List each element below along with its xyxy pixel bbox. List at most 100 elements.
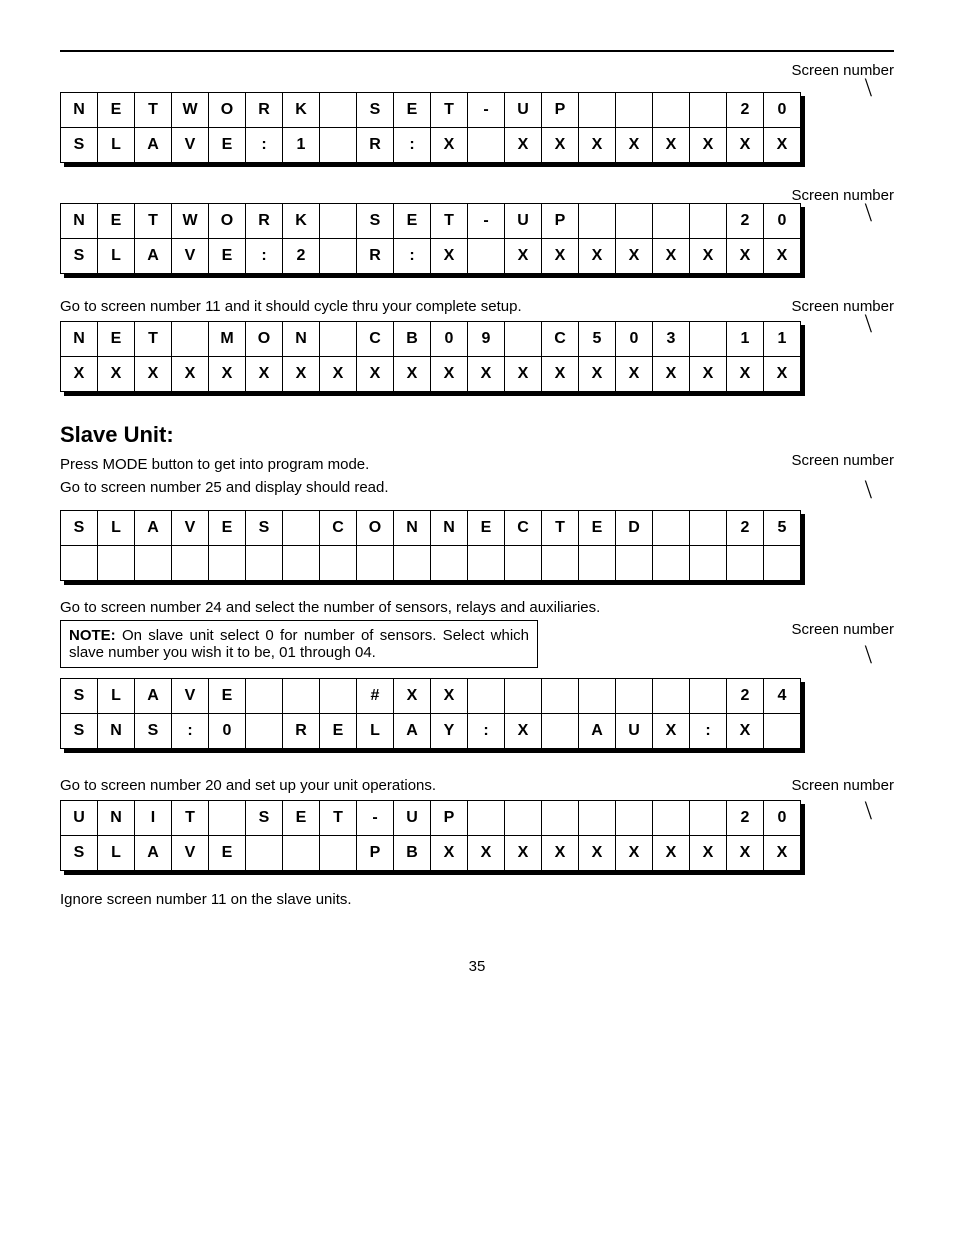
display-cell: 5 (579, 322, 616, 357)
display-cell: : (690, 714, 727, 749)
display-cell: E (320, 714, 357, 749)
display-cell: X (690, 128, 727, 163)
display-cell: 5 (764, 511, 801, 546)
screen-number-label: Screen number \ (791, 187, 894, 224)
display-cell: 0 (616, 322, 653, 357)
display-cell (505, 322, 542, 357)
display-cell (172, 546, 209, 581)
display-cell: X (579, 357, 616, 392)
display-cell (468, 128, 505, 163)
display-cell (431, 546, 468, 581)
display-cell: P (542, 204, 579, 239)
display-cell (283, 679, 320, 714)
display-cell: X (690, 357, 727, 392)
display-cell: X (764, 836, 801, 871)
slash-icon: \ (865, 640, 872, 669)
display-cell: X (727, 357, 764, 392)
display-cell: 1 (283, 128, 320, 163)
display-cell (653, 204, 690, 239)
display-cell: X (653, 714, 690, 749)
display-cell: V (172, 128, 209, 163)
display-cell: : (172, 714, 209, 749)
display-cell: X (468, 836, 505, 871)
display-cell: X (764, 128, 801, 163)
display-cell: P (431, 801, 468, 836)
slash-icon: \ (865, 796, 872, 825)
display-cell (320, 93, 357, 128)
display-cell: C (357, 322, 394, 357)
display-cell (246, 836, 283, 871)
display-cell (61, 546, 98, 581)
display-cell: V (172, 679, 209, 714)
display-cell: X (394, 357, 431, 392)
display-cell: S (61, 714, 98, 749)
display-cell: L (98, 239, 135, 274)
display-cell: U (61, 801, 98, 836)
display-cell: A (394, 714, 431, 749)
display-cell: U (616, 714, 653, 749)
caption-text: Go to screen number 24 and select the nu… (60, 599, 894, 616)
page-rule (60, 50, 894, 52)
display-cell: V (172, 511, 209, 546)
display-cell (246, 714, 283, 749)
display-cell: O (246, 322, 283, 357)
display-cell (135, 546, 172, 581)
display-cell: X (468, 357, 505, 392)
display-cell: 1 (727, 322, 764, 357)
display-cell: T (135, 93, 172, 128)
display-cell: E (209, 836, 246, 871)
display-cell: L (98, 836, 135, 871)
display-cell: X (727, 128, 764, 163)
display-cell: N (98, 714, 135, 749)
display-cell: X (616, 836, 653, 871)
display-cell (357, 546, 394, 581)
display-cell: W (172, 93, 209, 128)
display-cell: A (135, 679, 172, 714)
display-cell: W (172, 204, 209, 239)
display-cell: U (505, 204, 542, 239)
display-cell (209, 801, 246, 836)
display-cell: E (394, 93, 431, 128)
display-cell (505, 679, 542, 714)
display-cell: X (653, 357, 690, 392)
display-cell (320, 204, 357, 239)
display-cell: E (209, 511, 246, 546)
display-cell: X (727, 836, 764, 871)
display-cell: X (394, 679, 431, 714)
display-cell: N (394, 511, 431, 546)
caption-text: Go to screen number 11 and it should cyc… (60, 298, 894, 315)
display-cell: X (542, 357, 579, 392)
display-cell: T (431, 204, 468, 239)
display-cell (320, 546, 357, 581)
display-cell: A (135, 511, 172, 546)
display-cell: X (61, 357, 98, 392)
display-cell (690, 93, 727, 128)
display-cell: A (135, 239, 172, 274)
display-cell (246, 546, 283, 581)
display-cell: X (431, 128, 468, 163)
display-cell: E (98, 322, 135, 357)
display-table-2: NETWORKSET-UP20SLAVE:2R:XXXXXXXXX (60, 203, 801, 274)
display-cell (579, 801, 616, 836)
display-cell: L (98, 128, 135, 163)
display-cell (616, 546, 653, 581)
display-cell: : (246, 239, 283, 274)
display-cell: X (431, 239, 468, 274)
display-cell: R (357, 128, 394, 163)
slave-unit-heading: Slave Unit: (60, 422, 894, 448)
display-cell: V (172, 836, 209, 871)
screen-number-label: Screen number \ (791, 777, 894, 828)
display-cell: E (283, 801, 320, 836)
display-cell (764, 714, 801, 749)
display-cell: X (431, 679, 468, 714)
display-cell: X (542, 239, 579, 274)
display-cell: C (320, 511, 357, 546)
display-cell: # (357, 679, 394, 714)
paragraph: Press MODE button to get into program mo… (60, 456, 894, 473)
display-cell: : (394, 239, 431, 274)
display-cell: X (653, 239, 690, 274)
display-cell (172, 322, 209, 357)
display-cell: T (135, 204, 172, 239)
display-cell: L (98, 679, 135, 714)
display-cell: X (764, 239, 801, 274)
